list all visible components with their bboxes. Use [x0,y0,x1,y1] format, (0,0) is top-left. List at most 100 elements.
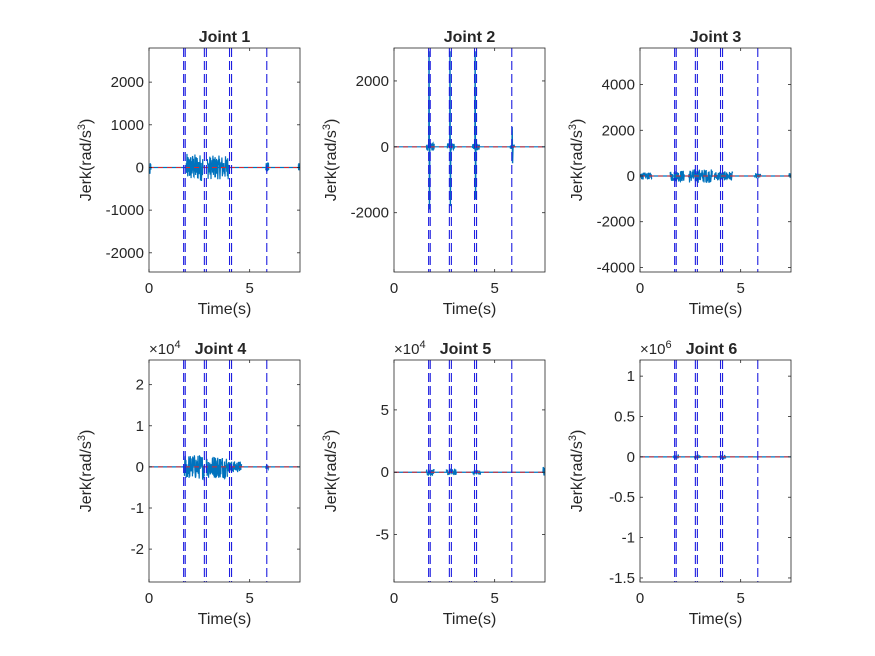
y-tick-label: 2000 [111,74,144,91]
y-axis-label-close: ) [323,119,340,124]
chart-title: Joint 5 [440,341,492,358]
y-tick-label: 0 [136,159,144,176]
y-axis-label-base: Jerk(rad/s [323,130,340,201]
plot-area [149,360,300,582]
x-tick-label: 5 [736,280,744,297]
y-tick-label: -4000 [597,259,635,276]
chart-title: Joint 2 [444,29,496,46]
y-tick-label: -2 [131,541,144,558]
y-axis-label-close: ) [323,430,340,435]
y-tick-label: -2000 [597,214,635,231]
y-tick-label: 1 [136,418,144,435]
signal-burst-2 [205,456,228,480]
x-tick-label: 5 [245,590,253,607]
x-tick-label: 5 [490,280,498,297]
y-axis-label-close: ) [569,430,586,435]
axis-multiplier-exponent: 6 [665,339,671,351]
y-tick-label: -2000 [106,245,144,262]
chart-title: Joint 4 [195,341,247,358]
x-axis-label: Time(s) [689,301,743,318]
subplot-joint-4: 0 5 -2 -1 0 1 2 Joint 4 Time(s) Jerk(rad/s3) ×104 [76,339,301,628]
axes-box [639,359,792,583]
y-tick-label: -5 [376,527,389,544]
y-axis-label: Jerk(rad/s3) [321,430,340,513]
plot-area [149,48,300,272]
subplot-joint-3: 0 5 -4000 -2000 0 2000 4000 Joint 3 Time(s) Jerk(… [567,29,792,318]
y-axis-label-close: ) [569,119,586,124]
y-tick-label: 2000 [602,122,635,139]
chart-title: Joint 3 [690,29,742,46]
y-tick-label: 0 [381,139,389,156]
axes-box [148,359,301,583]
y-tick-label: -1000 [106,202,144,219]
signal-spike-4 [511,127,514,164]
signal-burst-4 [542,466,545,476]
y-tick-label: 1000 [111,117,144,134]
plot-area [394,360,545,582]
x-tick-label: 0 [636,280,644,297]
y-axis-label-base: Jerk(rad/s [569,441,586,512]
axis-multiplier: ×104 [394,339,426,358]
y-tick-label: -1.5 [609,570,635,587]
plot-area [640,360,791,582]
axis-multiplier-exponent: 4 [174,339,180,351]
chart-title: Joint 1 [199,29,251,46]
y-tick-label: -0.5 [609,489,635,506]
x-tick-label: 5 [736,590,744,607]
y-axis-label-exponent: 3 [567,124,579,130]
y-tick-label: 0 [627,168,635,185]
signal-burst-2 [206,155,230,180]
signal-burst-3 [687,169,713,183]
axis-multiplier-exponent: 4 [419,339,425,351]
x-axis-label: Time(s) [443,301,497,318]
y-tick-label: 2000 [356,73,389,90]
y-axis-label: Jerk(rad/s3) [567,430,586,513]
axis-multiplier: ×106 [640,339,672,358]
y-axis-label: Jerk(rad/s3) [76,430,95,513]
x-tick-label: 5 [490,590,498,607]
x-tick-label: 0 [145,280,153,297]
y-tick-label: 0 [136,459,144,476]
y-tick-label: 0 [627,449,635,466]
axes-box [639,47,792,273]
y-axis-label-close: ) [78,119,95,124]
y-axis-label-base: Jerk(rad/s [78,130,95,201]
subplot-joint-6: 0 5 -1.5 -1 -0.5 0 0.5 1 Joint 6 Time(s) Jerk(rad/… [567,339,792,628]
x-axis-label: Time(s) [198,301,252,318]
x-axis-label: Time(s) [689,611,743,628]
y-axis-label-exponent: 3 [567,435,579,441]
x-tick-label: 5 [245,280,253,297]
x-axis-label: Time(s) [198,611,252,628]
x-axis-label: Time(s) [443,611,497,628]
axes-box [148,47,301,273]
x-tick-label: 0 [390,280,398,297]
y-axis-label-base: Jerk(rad/s [569,130,586,201]
y-tick-label: -2000 [351,205,389,222]
y-axis-label: Jerk(rad/s3) [567,119,586,202]
signal-burst-4 [713,171,734,181]
plot-area [394,48,545,272]
axis-multiplier-base: ×10 [640,341,665,358]
y-axis-label-close: ) [78,430,95,435]
y-tick-label: 1 [627,368,635,385]
y-tick-label: 4000 [602,77,635,94]
chart-title: Joint 6 [686,341,738,358]
subplot-joint-1: 0 5 -2000 -1000 0 1000 2000 Joint 1 Time(s) Jerk(… [76,29,301,318]
signal-burst-2 [669,170,685,184]
signal-spike-1 [428,51,431,210]
y-tick-label: 0 [381,464,389,481]
y-axis-label-base: Jerk(rad/s [323,441,340,512]
y-axis-label-base: Jerk(rad/s [78,441,95,512]
x-tick-label: 0 [636,590,644,607]
x-tick-label: 0 [145,590,153,607]
y-axis-label-exponent: 3 [76,124,88,130]
y-axis-label: Jerk(rad/s3) [321,119,340,202]
y-tick-label: -1 [622,530,635,547]
axis-multiplier-base: ×10 [394,341,419,358]
y-tick-label: 5 [381,402,389,419]
y-tick-label: 2 [136,377,144,394]
y-tick-label: 0.5 [614,409,635,426]
x-tick-label: 0 [390,590,398,607]
y-axis-label-exponent: 3 [76,435,88,441]
